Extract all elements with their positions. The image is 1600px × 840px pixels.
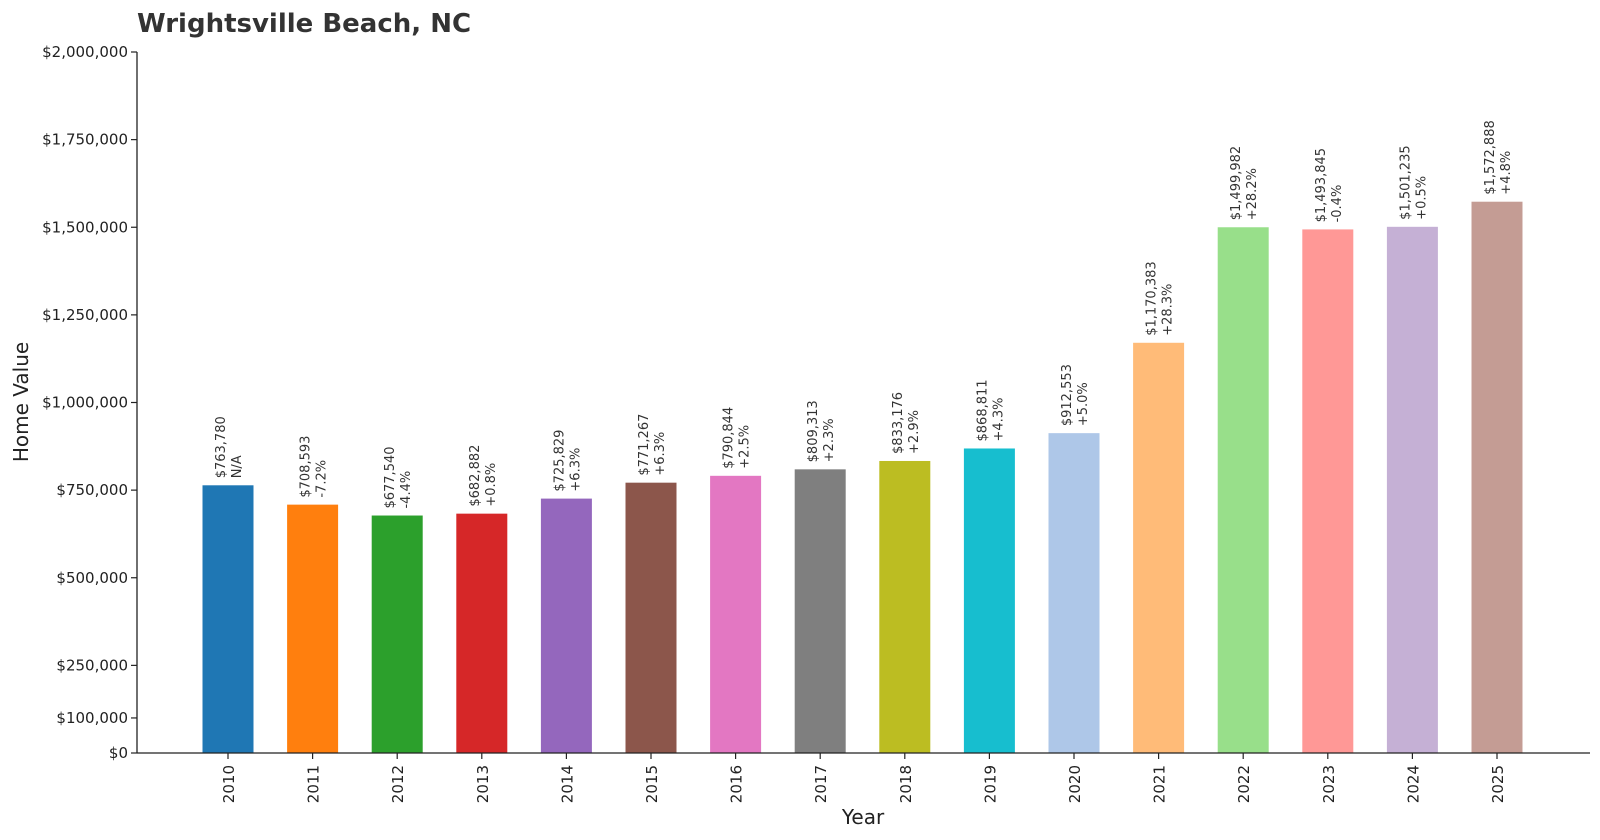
value-label-2019: $868,811	[975, 379, 990, 441]
chart-title: Wrightsville Beach, NC	[137, 9, 471, 39]
x-tick-label-2017: 2017	[812, 765, 830, 803]
change-label-2012: -4.4%	[399, 471, 414, 509]
change-label-2025: +4.8%	[1499, 151, 1514, 195]
change-label-2020: +5.0%	[1076, 382, 1091, 426]
y-axis: $0 $100,000 $250,000 $500,000 $750,000 $1,000…	[42, 43, 138, 762]
y-tick-label-0: $0	[109, 744, 128, 762]
change-label-2011: -7.2%	[315, 460, 330, 498]
x-tick-label-2016: 2016	[728, 765, 746, 803]
bar-2023	[1302, 229, 1354, 753]
bar-2025	[1471, 201, 1523, 753]
bar-2012	[371, 515, 423, 753]
x-tick-label-2011: 2011	[305, 765, 323, 803]
value-label-2025: $1,572,888	[1483, 120, 1498, 194]
bar-2015	[625, 482, 677, 753]
value-label-2017: $809,313	[806, 400, 821, 462]
change-label-2019: +4.3%	[991, 398, 1006, 442]
value-label-2011: $708,593	[299, 436, 314, 498]
value-label-2012: $677,540	[383, 446, 398, 508]
y-tick-label-1000000: $1,000,000	[42, 394, 128, 412]
y-tick-label-750000: $750,000	[56, 481, 128, 499]
x-tick-label-2021: 2021	[1151, 765, 1169, 803]
value-label-2018: $833,176	[891, 392, 906, 454]
change-label-2018: +2.9%	[907, 410, 922, 454]
y-tick-label-100000: $100,000	[56, 709, 128, 727]
change-label-2016: +2.5%	[738, 425, 753, 469]
bar-2017	[794, 469, 846, 753]
x-tick-label-2022: 2022	[1235, 765, 1253, 803]
x-tick-label-2023: 2023	[1320, 765, 1338, 803]
x-axis: 2010 2011 2012 2013 2014 2015 2016 2017 2018 2019…	[137, 752, 1590, 803]
change-label-2023: -0.4%	[1330, 185, 1345, 223]
y-tick-label-250000: $250,000	[56, 656, 128, 674]
change-label-2022: +28.2%	[1245, 168, 1260, 220]
bar-2010	[202, 485, 254, 753]
y-tick-label-500000: $500,000	[56, 569, 128, 587]
change-label-2017: +2.3%	[822, 418, 837, 462]
bar-2014	[540, 498, 592, 753]
x-tick-label-2025: 2025	[1489, 765, 1507, 803]
change-label-2015: +6.3%	[653, 432, 668, 476]
value-label-2014: $725,829	[552, 430, 567, 492]
y-axis-label: Home Value	[9, 342, 33, 462]
x-tick-label-2019: 2019	[981, 765, 999, 803]
x-tick-label-2010: 2010	[220, 765, 238, 803]
bar-2018	[879, 460, 931, 753]
x-tick-label-2018: 2018	[897, 765, 915, 803]
x-axis-label: Year	[841, 805, 885, 829]
bar-2019	[963, 448, 1015, 753]
value-label-2013: $682,882	[468, 445, 483, 507]
value-label-2021: $1,170,383	[1145, 261, 1160, 335]
bar-2022	[1217, 227, 1269, 754]
change-label-2013: +0.8%	[484, 463, 499, 507]
bar-2024	[1386, 226, 1438, 753]
value-label-2023: $1,493,845	[1314, 148, 1329, 222]
value-label-2024: $1,501,235	[1398, 145, 1413, 219]
y-tick-label-1250000: $1,250,000	[42, 306, 128, 324]
value-label-2016: $790,844	[722, 407, 737, 469]
x-tick-label-2013: 2013	[474, 765, 492, 803]
data-labels-group: $763,780 N/A $708,593 -7.2% $677,540 -4.4% $68…	[214, 120, 1514, 508]
value-label-2010: $763,780	[214, 416, 229, 478]
y-tick-label-2000000: $2,000,000	[42, 43, 128, 61]
bars-group	[202, 201, 1523, 754]
x-tick-label-2015: 2015	[643, 765, 661, 803]
value-label-2020: $912,553	[1060, 364, 1075, 426]
bar-2020	[1048, 433, 1100, 753]
bar-2013	[456, 513, 508, 753]
value-label-2015: $771,267	[637, 414, 652, 476]
bar-2021	[1133, 342, 1185, 753]
value-label-2022: $1,499,982	[1229, 146, 1244, 220]
y-tick-label-1750000: $1,750,000	[42, 131, 128, 149]
x-tick-label-2020: 2020	[1066, 765, 1084, 803]
change-label-2010: N/A	[230, 455, 245, 478]
change-label-2024: +0.5%	[1414, 176, 1429, 220]
y-tick-label-1500000: $1,500,000	[42, 218, 128, 236]
x-tick-label-2012: 2012	[389, 765, 407, 803]
x-tick-label-2024: 2024	[1404, 765, 1422, 803]
x-tick-label-2014: 2014	[558, 765, 576, 803]
bar-2011	[287, 504, 339, 753]
change-label-2014: +6.3%	[568, 448, 583, 492]
bar-2016	[710, 475, 762, 753]
change-label-2021: +28.3%	[1161, 284, 1176, 336]
